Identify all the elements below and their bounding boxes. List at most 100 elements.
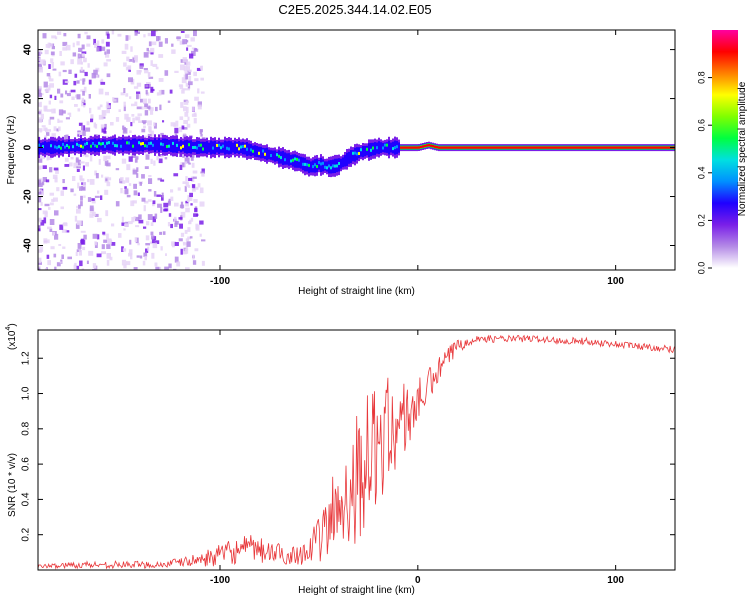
- ridge-blob: [290, 159, 293, 163]
- noise-cell: [56, 262, 61, 267]
- noise-cell: [77, 159, 81, 166]
- ridge-peak: [510, 146, 512, 149]
- noise-cell: [49, 83, 54, 88]
- noise-cell: [180, 248, 183, 255]
- y-tick-label: 0.6: [21, 457, 32, 471]
- noise-cell: [82, 91, 85, 96]
- ridge-mid: [174, 139, 176, 153]
- noise-cell: [88, 250, 94, 256]
- ridge-peak: [578, 146, 580, 149]
- ridge-peak: [652, 146, 654, 149]
- noise-cell: [79, 175, 83, 180]
- ridge-peak: [408, 146, 410, 149]
- noise-cell: [128, 69, 131, 72]
- ridge-blob: [228, 147, 231, 151]
- ridge-mid: [340, 158, 342, 169]
- noise-cell: [155, 66, 159, 70]
- noise-cell: [89, 213, 94, 218]
- noise-cell: [82, 125, 86, 131]
- noise-cell: [55, 169, 59, 174]
- noise-cell: [62, 222, 68, 227]
- noise-cell: [159, 104, 162, 111]
- ridge-peak: [494, 146, 496, 149]
- noise-cell: [125, 35, 129, 41]
- ridge-mid: [342, 157, 344, 168]
- noise-cell: [180, 211, 186, 218]
- noise-cell: [145, 235, 150, 241]
- noise-cell: [182, 39, 188, 45]
- noise-cell: [118, 109, 121, 112]
- noise-cell: [45, 179, 50, 183]
- noise-cell: [136, 255, 140, 258]
- noise-cell: [122, 128, 128, 134]
- noise-cell: [121, 216, 124, 223]
- noise-cell: [184, 161, 188, 164]
- noise-cell: [174, 242, 179, 246]
- ridge-peak: [600, 146, 602, 149]
- noise-cell: [84, 31, 88, 35]
- noise-cell: [139, 65, 144, 69]
- ridge-peak: [472, 146, 474, 149]
- noise-cell: [50, 51, 55, 56]
- noise-cell: [59, 261, 62, 264]
- noise-cell: [182, 162, 185, 168]
- ridge-blob: [330, 166, 333, 170]
- snr-scale-prefix: (x10: [7, 330, 18, 350]
- noise-cell: [150, 52, 154, 55]
- noise-cell: [59, 51, 62, 56]
- snr-y-axis-label: SNR (10 * v/v): [7, 453, 18, 517]
- ridge-peak: [424, 144, 426, 148]
- ridge-blob: [92, 142, 95, 145]
- noise-cell: [103, 62, 108, 67]
- ridge-blob: [152, 143, 155, 147]
- noise-cell: [74, 262, 77, 266]
- noise-cell: [174, 256, 179, 263]
- ridge-peak: [590, 146, 592, 149]
- noise-cell: [186, 44, 192, 47]
- noise-cell: [182, 251, 187, 255]
- noise-cell: [157, 177, 162, 181]
- noise-cell: [86, 43, 91, 47]
- ridge-blob: [278, 154, 281, 158]
- spectrogram-x-axis-label: Height of straight line (km): [298, 286, 415, 297]
- noise-cell: [141, 128, 146, 133]
- noise-cell: [106, 244, 111, 249]
- ridge-mid: [210, 140, 212, 155]
- noise-cell: [49, 167, 53, 173]
- ridge-blob: [276, 153, 279, 157]
- ridge-blob: [102, 142, 105, 145]
- noise-cell: [87, 179, 90, 183]
- ridge-peak: [458, 146, 460, 149]
- noise-cell: [68, 90, 72, 93]
- noise-cell: [106, 181, 111, 187]
- noise-cell: [186, 198, 190, 202]
- noise-cell: [46, 132, 50, 136]
- noise-cell: [83, 86, 87, 93]
- noise-cell: [76, 208, 81, 214]
- noise-cell: [134, 55, 138, 61]
- ridge-mid: [296, 155, 298, 168]
- noise-cell: [122, 248, 127, 252]
- ridge-peak: [546, 146, 548, 149]
- noise-cell: [152, 242, 158, 249]
- noise-cell: [48, 64, 51, 69]
- noise-cell: [67, 256, 72, 260]
- noise-cell: [80, 55, 85, 59]
- noise-cell: [95, 173, 99, 179]
- noise-cell: [91, 72, 96, 79]
- ridge-blob: [384, 143, 387, 147]
- ridge-blob: [334, 164, 337, 168]
- ridge-peak: [476, 146, 478, 149]
- ridge-blob: [162, 143, 165, 147]
- ridge-peak: [610, 146, 612, 149]
- noise-cell: [48, 100, 51, 105]
- noise-cell: [121, 50, 127, 54]
- noise-cell: [182, 134, 187, 139]
- noise-cell: [187, 227, 191, 232]
- noise-cell: [181, 77, 187, 84]
- noise-cell: [41, 190, 44, 196]
- noise-cell: [104, 189, 109, 195]
- ridge-peak: [540, 146, 542, 149]
- noise-cell: [92, 233, 98, 239]
- ridge-peak: [586, 146, 588, 149]
